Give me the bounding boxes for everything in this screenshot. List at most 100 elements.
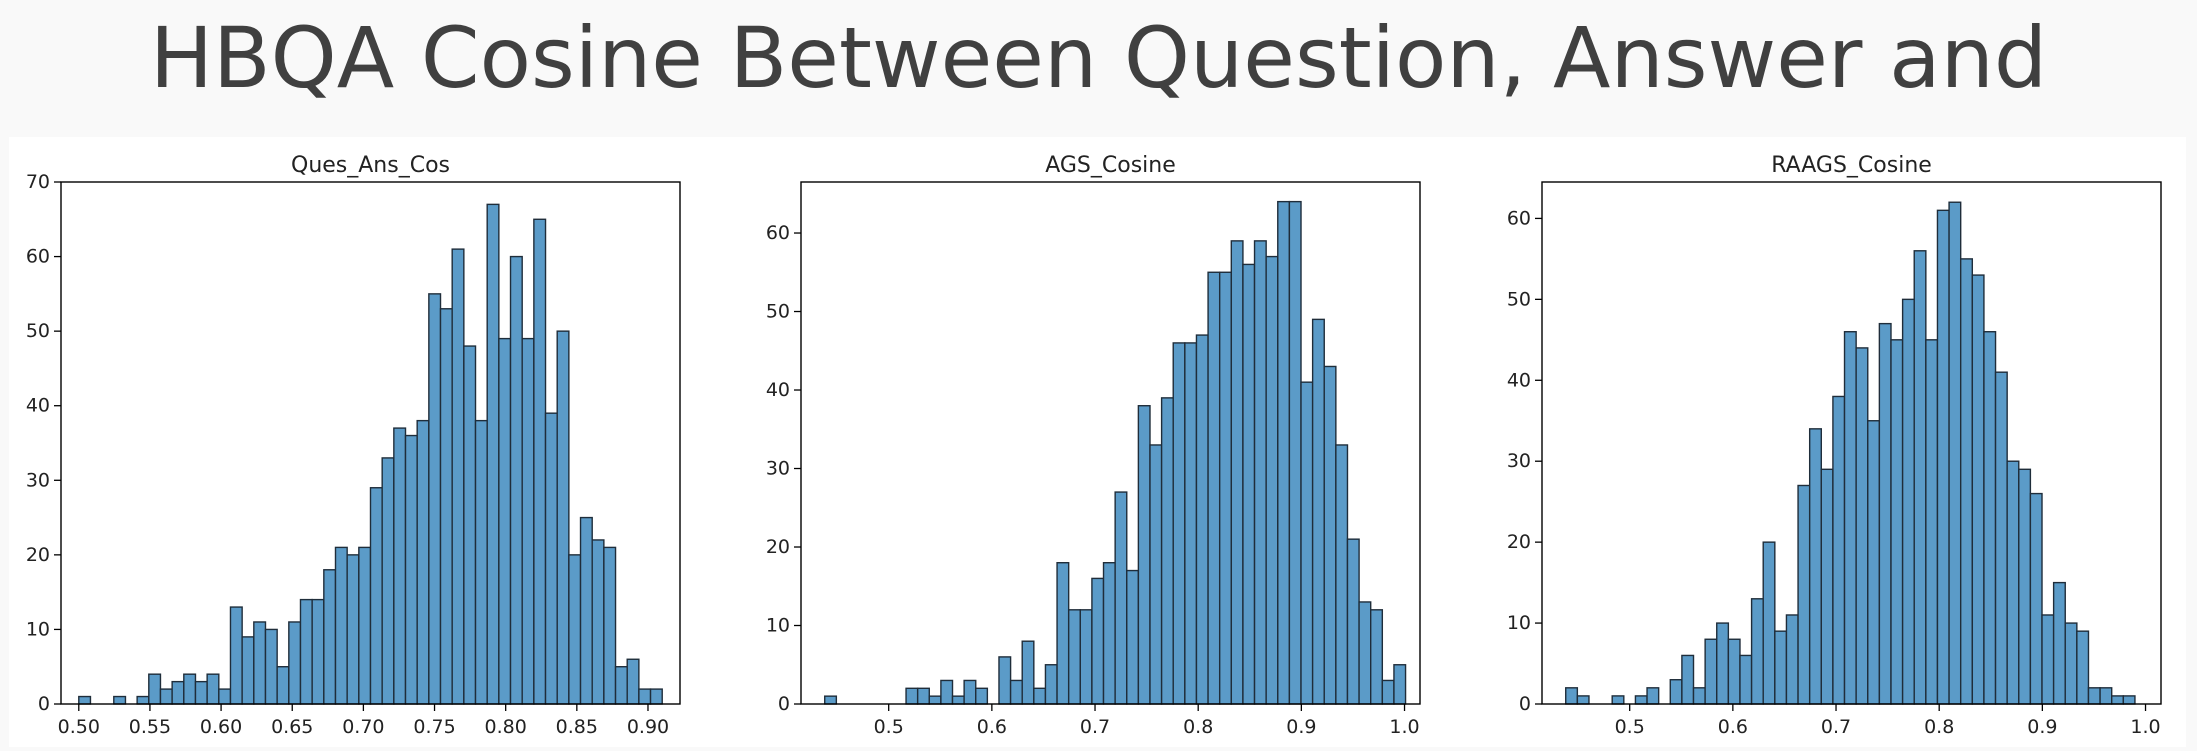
- histogram-bar: [1253, 240, 1267, 705]
- histogram-raags-cosine: RAAGS_Cosine 0.5 0.6 0.7 0.8 0.9 1.0 0 10 20 30 40 5…: [1507, 153, 2162, 738]
- histogram-bar: [1762, 541, 1776, 705]
- histogram-bar: [1009, 679, 1023, 705]
- y-tick-label: 10: [766, 615, 790, 637]
- histogram-bar: [1727, 638, 1741, 705]
- histogram-bar: [2111, 695, 2125, 705]
- histogram-bar: [253, 621, 267, 705]
- histogram-bar: [229, 606, 243, 705]
- histogram-bar: [579, 516, 593, 705]
- histogram-bar: [963, 679, 977, 705]
- x-tick-label: 0.7: [1821, 716, 1851, 738]
- histogram-bar: [159, 688, 173, 705]
- histogram-bar: [299, 598, 313, 705]
- histogram-bar: [533, 218, 547, 705]
- x-tick-label: 1.0: [1389, 716, 1419, 738]
- histogram-bar: [334, 546, 348, 705]
- page-title: HBQA Cosine Between Question, Answer and…: [149, 9, 2048, 223]
- histogram-bar: [1335, 444, 1349, 705]
- histogram-bar: [1033, 687, 1047, 705]
- histogram-bar: [463, 345, 477, 705]
- histogram-bar: [428, 293, 442, 705]
- y-tick-label: 30: [1507, 450, 1531, 472]
- x-tick-label: 0.65: [271, 716, 313, 738]
- histogram-bar: [393, 427, 407, 705]
- y-tick-label: 0: [38, 693, 50, 715]
- histogram-bar: [1393, 664, 1407, 705]
- histogram-bar: [1056, 562, 1070, 705]
- y-tick-label: 0: [778, 693, 790, 715]
- histogram-bar: [2006, 460, 2020, 705]
- histogram-bar: [1832, 395, 1846, 705]
- y-tick-label: 50: [766, 301, 790, 323]
- histogram-bar: [1126, 569, 1140, 705]
- y-tick-label: 20: [26, 544, 50, 566]
- x-tick-label: 0.50: [58, 716, 100, 738]
- histogram-bar: [1300, 381, 1314, 705]
- histogram-bar: [1750, 598, 1764, 705]
- histogram-bar: [1901, 298, 1915, 705]
- histogram-bar: [2064, 622, 2078, 705]
- histogram-bar: [1739, 654, 1753, 705]
- x-tick-label: 0.55: [129, 716, 171, 738]
- histogram-bar: [1370, 609, 1384, 705]
- histogram-bar: [905, 687, 919, 705]
- histogram-bar: [1218, 271, 1233, 705]
- histogram-bar: [416, 419, 430, 705]
- y-tick-label: 30: [766, 458, 790, 480]
- histogram-bar: [1704, 638, 1718, 705]
- y-tick-label: 60: [1507, 207, 1531, 229]
- histogram-bar: [78, 695, 92, 705]
- histogram-bar: [1878, 322, 1892, 705]
- histogram-bar: [626, 658, 640, 705]
- x-tick-label: 0.75: [413, 716, 455, 738]
- histogram-bar: [1172, 342, 1186, 705]
- histogram-bar: [404, 434, 418, 705]
- y-tick-label: 20: [766, 536, 790, 558]
- y-tick-label: 30: [26, 469, 50, 491]
- histogram-bar: [1565, 687, 1579, 705]
- histogram-bar: [603, 546, 617, 705]
- histogram-bar: [2041, 614, 2055, 705]
- histogram-bar: [1669, 679, 1683, 705]
- x-tick-label: 0.9: [2027, 716, 2057, 738]
- histogram-bar: [1948, 201, 1962, 705]
- histogram-bar: [1774, 630, 1788, 705]
- y-tick-label: 40: [766, 379, 790, 401]
- histogram-bar: [474, 419, 488, 705]
- histogram-bar: [439, 308, 453, 705]
- y-tick-label: 10: [1507, 612, 1531, 634]
- histogram-bar: [509, 255, 523, 705]
- histogram-bar: [1323, 365, 1337, 705]
- histogram-bar: [1994, 371, 2008, 705]
- x-tick-label: 0.70: [342, 716, 384, 738]
- histogram-ques-ans-cos: Ques_Ans_Cos 0.50 0.55 0.60 0.65 0.70 0.75 0.80…: [26, 153, 681, 738]
- histogram-bar: [591, 539, 605, 705]
- x-tick-label: 0.8: [1924, 716, 1954, 738]
- x-tick-label: 0.6: [977, 716, 1007, 738]
- histogram-bar: [2029, 492, 2043, 705]
- histogram-bar: [1855, 347, 1869, 705]
- histogram-bar: [264, 628, 278, 705]
- histogram-bar: [1843, 331, 1857, 705]
- chart-title: Ques_Ans_Cos: [291, 153, 450, 178]
- x-tick-label: 0.85: [556, 716, 598, 738]
- histogram-bar: [1959, 258, 1974, 705]
- histogram-bar: [1184, 342, 1198, 705]
- histogram-bar: [1681, 654, 1695, 705]
- x-tick-label: 0.7: [1080, 716, 1110, 738]
- histogram-bar: [194, 680, 208, 705]
- y-tick-label: 50: [1507, 288, 1531, 310]
- histogram-bar: [1983, 331, 1997, 705]
- x-tick-label: 0.80: [485, 716, 527, 738]
- histogram-bar: [1021, 640, 1035, 705]
- histogram-bar: [148, 673, 162, 705]
- histogram-bar: [568, 554, 582, 705]
- histogram-bar: [171, 680, 185, 705]
- histogram-bar: [1242, 263, 1256, 705]
- histogram-bar: [288, 621, 302, 705]
- histogram-bar: [2099, 687, 2113, 705]
- histogram-bar: [1346, 538, 1360, 705]
- histogram-bar: [1230, 240, 1244, 705]
- axes-frame: [800, 181, 1421, 705]
